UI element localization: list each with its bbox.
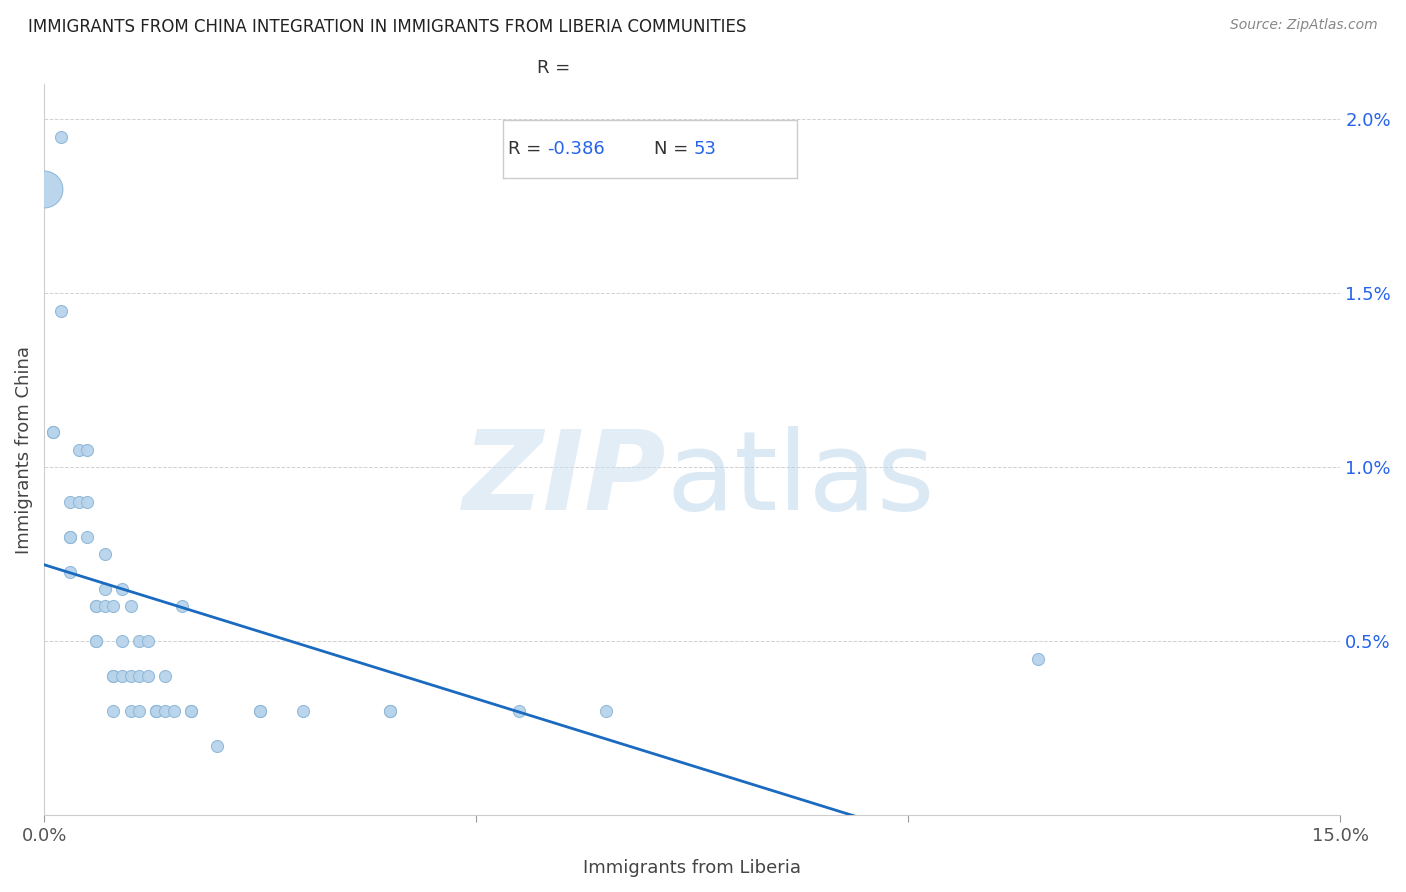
Point	[32, 182, 55, 196]
Point	[103, 599, 125, 614]
Point	[93, 582, 115, 596]
Point	[172, 599, 194, 614]
Point	[180, 704, 202, 718]
Point	[76, 530, 98, 544]
Text: 53: 53	[695, 140, 717, 159]
Point	[84, 634, 107, 648]
Point	[136, 634, 159, 648]
Point	[59, 495, 82, 509]
Point	[145, 704, 167, 718]
Point	[59, 530, 82, 544]
Point	[51, 303, 73, 318]
Point	[103, 669, 125, 683]
Point	[128, 669, 150, 683]
Text: R =: R =	[537, 59, 575, 78]
Point	[508, 704, 530, 718]
Point	[103, 704, 125, 718]
Point	[145, 704, 167, 718]
Point	[378, 704, 401, 718]
Text: -0.386: -0.386	[547, 140, 605, 159]
Point	[163, 704, 186, 718]
Point	[84, 599, 107, 614]
Y-axis label: Immigrants from China: Immigrants from China	[15, 346, 32, 554]
Point	[76, 442, 98, 457]
Text: atlas: atlas	[666, 425, 935, 533]
Point	[128, 704, 150, 718]
Point	[42, 425, 65, 440]
Text: IMMIGRANTS FROM CHINA INTEGRATION IN IMMIGRANTS FROM LIBERIA COMMUNITIES: IMMIGRANTS FROM CHINA INTEGRATION IN IMM…	[28, 18, 747, 36]
Point	[93, 547, 115, 561]
Point	[120, 669, 142, 683]
Point	[111, 669, 134, 683]
Point	[249, 704, 271, 718]
Point	[249, 704, 271, 718]
Point	[67, 495, 90, 509]
Point	[84, 634, 107, 648]
Point	[1026, 651, 1049, 665]
Point	[103, 669, 125, 683]
Point	[120, 599, 142, 614]
Point	[67, 442, 90, 457]
Point	[292, 704, 315, 718]
Text: ZIP: ZIP	[463, 425, 666, 533]
Point	[378, 704, 401, 718]
Point	[111, 582, 134, 596]
Point	[51, 129, 73, 144]
Point	[59, 565, 82, 579]
Text: N =: N =	[654, 140, 695, 159]
Point	[76, 495, 98, 509]
Text: R =: R =	[508, 140, 547, 159]
Point	[84, 599, 107, 614]
Point	[205, 739, 228, 753]
Point	[120, 704, 142, 718]
Point	[59, 530, 82, 544]
Point	[128, 634, 150, 648]
Point	[180, 704, 202, 718]
Point	[145, 704, 167, 718]
Point	[153, 704, 176, 718]
Point	[595, 704, 617, 718]
Point	[93, 599, 115, 614]
Point	[111, 634, 134, 648]
Text: Source: ZipAtlas.com: Source: ZipAtlas.com	[1230, 18, 1378, 32]
Point	[136, 669, 159, 683]
Point	[153, 669, 176, 683]
X-axis label: Immigrants from Liberia: Immigrants from Liberia	[583, 859, 801, 877]
Point	[42, 425, 65, 440]
